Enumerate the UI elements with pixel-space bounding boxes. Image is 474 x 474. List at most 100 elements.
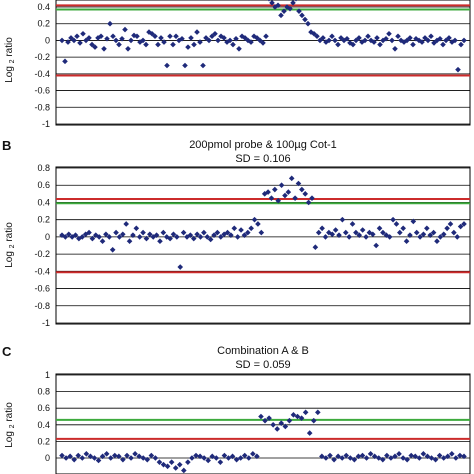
y-tick-label: 0.4 bbox=[37, 197, 50, 207]
data-point bbox=[290, 0, 296, 6]
data-point bbox=[74, 33, 80, 40]
data-point bbox=[294, 413, 301, 420]
data-point bbox=[231, 225, 238, 232]
data-point bbox=[241, 452, 248, 459]
data-point bbox=[395, 33, 401, 40]
data-point bbox=[238, 227, 244, 233]
data-point bbox=[201, 229, 207, 236]
y-tick-label: 0.2 bbox=[37, 215, 50, 225]
data-point bbox=[336, 232, 342, 238]
y-tick-label: -0.6 bbox=[34, 86, 50, 96]
data-point bbox=[182, 62, 188, 69]
data-point bbox=[400, 225, 406, 232]
data-point bbox=[267, 0, 271, 2]
data-point bbox=[365, 33, 371, 40]
data-point bbox=[71, 37, 77, 44]
data-point bbox=[428, 33, 434, 40]
data-point bbox=[164, 62, 170, 69]
data-point bbox=[386, 234, 393, 240]
data-point bbox=[116, 41, 122, 48]
data-point bbox=[65, 39, 71, 45]
data-point bbox=[390, 216, 396, 223]
data-point bbox=[134, 33, 140, 40]
data-point bbox=[132, 451, 138, 457]
data-point bbox=[437, 35, 443, 42]
data-point bbox=[174, 234, 180, 240]
data-point bbox=[123, 221, 129, 227]
data-point bbox=[355, 453, 362, 460]
data-point bbox=[412, 453, 419, 460]
data-point bbox=[89, 235, 96, 242]
data-point bbox=[356, 35, 362, 41]
data-point bbox=[363, 455, 370, 461]
y-tick-label: 1 bbox=[45, 370, 50, 380]
data-point bbox=[449, 451, 455, 457]
data-point bbox=[424, 225, 430, 232]
data-point bbox=[147, 231, 153, 238]
data-point bbox=[269, 0, 275, 6]
data-point bbox=[379, 456, 386, 463]
data-point bbox=[347, 455, 354, 461]
data-point bbox=[116, 453, 122, 460]
data-point bbox=[197, 39, 203, 45]
data-point bbox=[82, 231, 89, 238]
data-point bbox=[461, 37, 467, 44]
data-point bbox=[353, 229, 359, 236]
data-point bbox=[79, 234, 86, 240]
data-point bbox=[206, 37, 212, 44]
data-point bbox=[106, 234, 113, 240]
data-point bbox=[173, 33, 179, 40]
data-point bbox=[458, 41, 464, 48]
data-point bbox=[436, 452, 443, 459]
data-point bbox=[457, 223, 464, 230]
data-point bbox=[140, 37, 146, 44]
data-point bbox=[388, 455, 394, 461]
data-point bbox=[315, 229, 322, 236]
data-point bbox=[221, 35, 227, 41]
data-point bbox=[155, 41, 161, 48]
data-point bbox=[377, 41, 383, 48]
data-point bbox=[86, 229, 92, 236]
data-point bbox=[285, 189, 292, 195]
y-tick-label: -0.2 bbox=[34, 52, 50, 62]
data-point bbox=[234, 234, 241, 240]
data-point bbox=[98, 33, 104, 40]
data-point bbox=[454, 234, 461, 240]
data-point bbox=[167, 235, 173, 242]
data-point bbox=[113, 229, 119, 236]
data-point bbox=[170, 231, 177, 238]
data-point bbox=[248, 225, 254, 232]
data-point bbox=[125, 45, 131, 52]
data-point bbox=[292, 195, 298, 201]
data-point bbox=[164, 463, 171, 470]
data-point bbox=[339, 216, 346, 223]
data-point bbox=[95, 457, 102, 464]
data-point bbox=[258, 413, 264, 420]
data-point bbox=[80, 30, 86, 37]
data-point bbox=[457, 452, 463, 459]
data-point bbox=[455, 66, 461, 73]
data-point bbox=[143, 235, 150, 242]
data-point bbox=[99, 453, 106, 460]
y-axis-label: Log 2 ratio bbox=[4, 37, 16, 83]
data-point bbox=[400, 455, 406, 461]
data-point bbox=[224, 229, 231, 236]
data-point bbox=[229, 453, 236, 460]
data-point bbox=[419, 39, 425, 45]
data-point bbox=[200, 62, 206, 69]
data-point bbox=[209, 453, 216, 460]
data-point bbox=[268, 195, 275, 201]
data-point bbox=[140, 229, 146, 236]
data-point bbox=[371, 453, 378, 460]
data-point bbox=[319, 225, 325, 232]
data-point bbox=[170, 41, 176, 48]
data-point bbox=[431, 40, 437, 46]
data-point bbox=[315, 409, 321, 416]
data-point bbox=[282, 192, 288, 199]
data-point bbox=[260, 40, 266, 46]
data-point bbox=[143, 41, 149, 48]
data-point bbox=[369, 231, 376, 238]
data-point bbox=[295, 180, 302, 187]
data-point bbox=[371, 39, 377, 45]
chart-subtitle: SD = 0.106 bbox=[235, 153, 290, 165]
